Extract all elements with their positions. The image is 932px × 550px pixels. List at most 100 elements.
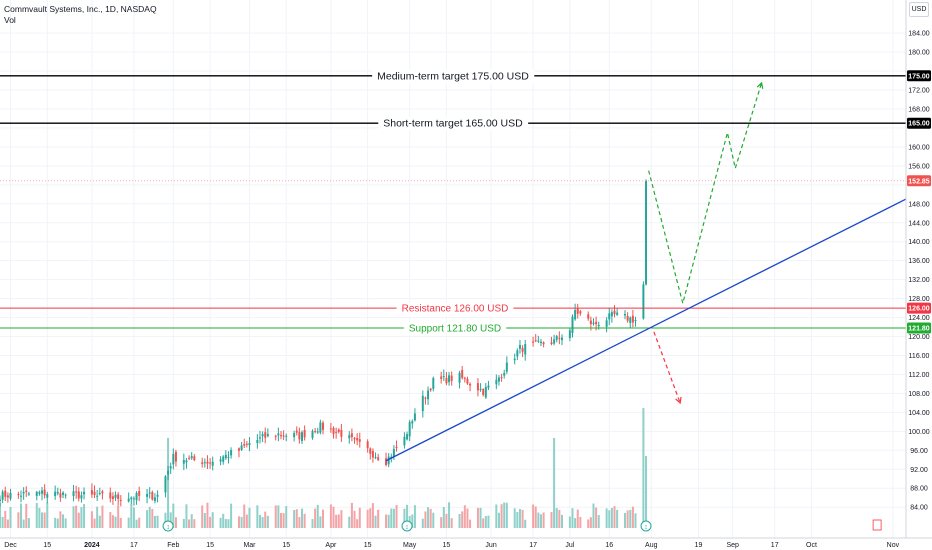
- candle-body: [392, 449, 395, 457]
- volume-bar: [240, 516, 243, 528]
- candle-body: [54, 491, 57, 497]
- volume-bar: [83, 504, 86, 528]
- trendline-group[interactable]: [385, 198, 907, 462]
- volume-bar: [631, 506, 634, 528]
- candle-body: [20, 495, 23, 497]
- volume-bar: [258, 514, 261, 528]
- price-tick-label: 140.00: [908, 239, 930, 246]
- candle-body: [182, 459, 185, 464]
- time-tick-label: 15: [282, 542, 290, 549]
- volume-bar: [610, 508, 613, 528]
- volume-bar: [392, 508, 395, 528]
- volume-bar: [613, 506, 616, 528]
- price-axis-bg: [906, 0, 932, 550]
- candle-body: [413, 413, 416, 421]
- volume-bar: [592, 503, 595, 528]
- candle-body: [279, 435, 282, 437]
- candle-body: [642, 284, 645, 319]
- volume-label: Vol: [4, 15, 16, 25]
- candle-body: [634, 319, 637, 321]
- volume-bar: [374, 515, 377, 528]
- volume-bar: [532, 504, 535, 528]
- volume-bar: [366, 509, 369, 528]
- volume-bar: [395, 505, 398, 528]
- time-axis[interactable]: Dec 15 2024 17 Feb 15 Mar 15 Apr 15 May 15 Jun 17 Jul 1…: [0, 537, 932, 550]
- volume-bar: [20, 503, 23, 528]
- time-tick-label: 15: [364, 542, 372, 549]
- volume-bar: [185, 504, 188, 528]
- volume-bar: [43, 512, 46, 528]
- horizontal-levels[interactable]: Medium-term target 175.00 USD Short-term …: [0, 69, 906, 336]
- candle-body: [553, 339, 556, 344]
- candle-body: [442, 376, 445, 378]
- volume-bar: [167, 438, 170, 528]
- candle-body: [109, 492, 112, 499]
- volume-bar: [295, 509, 298, 528]
- earnings-markers[interactable]: ↕ ↕ ↕: [162, 519, 882, 532]
- candle-body: [463, 377, 466, 379]
- candle-body: [484, 386, 487, 398]
- volume-bar: [4, 510, 7, 528]
- volume-bar: [311, 519, 314, 528]
- future-event-icon[interactable]: [872, 519, 882, 531]
- candle-body: [201, 462, 204, 465]
- time-tick-label: 17: [771, 542, 779, 549]
- candle-body: [72, 491, 75, 497]
- candle-body: [329, 428, 332, 430]
- volume-bar: [463, 505, 466, 528]
- candle-body: [353, 438, 356, 440]
- candle-body: [193, 456, 196, 461]
- volume-bar: [182, 518, 185, 528]
- volume-bar: [59, 511, 62, 528]
- volume-bar: [445, 513, 448, 528]
- volume-bar: [319, 516, 322, 528]
- candle-body: [38, 492, 41, 494]
- volume-bar: [568, 516, 571, 528]
- price-axis[interactable]: 184.00 180.00 172.00 168.00 160.00 156.00 148.…: [905, 0, 932, 550]
- currency-button[interactable]: USD: [909, 2, 929, 17]
- candle-body: [153, 497, 156, 501]
- candle-body: [461, 370, 464, 378]
- candle-body: [132, 498, 135, 500]
- volume-bar: [98, 515, 101, 528]
- candle-body: [316, 431, 319, 433]
- trendline[interactable]: [385, 198, 907, 462]
- time-tick-label: Feb: [167, 542, 179, 549]
- volume-bar: [1, 517, 4, 528]
- volume-bar: [219, 517, 222, 528]
- candle-body: [243, 443, 246, 446]
- volume-bar: [537, 512, 540, 528]
- volume-bar: [130, 503, 133, 528]
- level-label-bg: [372, 69, 535, 84]
- time-tick-label: Oct: [806, 542, 817, 549]
- volume-bar: [616, 509, 619, 528]
- bearish-projection[interactable]: [653, 331, 681, 404]
- earnings-icon[interactable]: [401, 520, 413, 532]
- volume-bar: [524, 519, 527, 528]
- projection-paths[interactable]: [648, 81, 764, 405]
- bearish-arrowhead: [675, 396, 682, 405]
- level-price-tag: [907, 302, 931, 314]
- candle-body: [211, 461, 214, 466]
- level-label-support: Support 121.80 USD: [409, 323, 501, 334]
- bullish-projection[interactable]: [648, 82, 763, 306]
- candle-body: [188, 457, 191, 459]
- volume-bar: [377, 509, 380, 528]
- price-tick-label: 100.00: [908, 429, 930, 436]
- price-tick-label: 148.00: [908, 201, 930, 208]
- candle-body: [46, 494, 49, 498]
- volume-bar: [153, 515, 156, 528]
- candle-body: [350, 433, 353, 438]
- volume-bar: [111, 515, 114, 528]
- earnings-icon-glyph: ↕: [644, 524, 648, 531]
- earnings-icon[interactable]: [162, 520, 174, 532]
- candle-body: [377, 457, 380, 460]
- volume-bar: [261, 517, 264, 528]
- candle-body: [43, 489, 46, 496]
- price-tick-label: 132.00: [908, 277, 930, 284]
- earnings-icon[interactable]: [640, 520, 652, 532]
- candle-body: [0, 499, 1, 502]
- candle-body: [1, 491, 4, 500]
- volume-bar: [298, 517, 301, 528]
